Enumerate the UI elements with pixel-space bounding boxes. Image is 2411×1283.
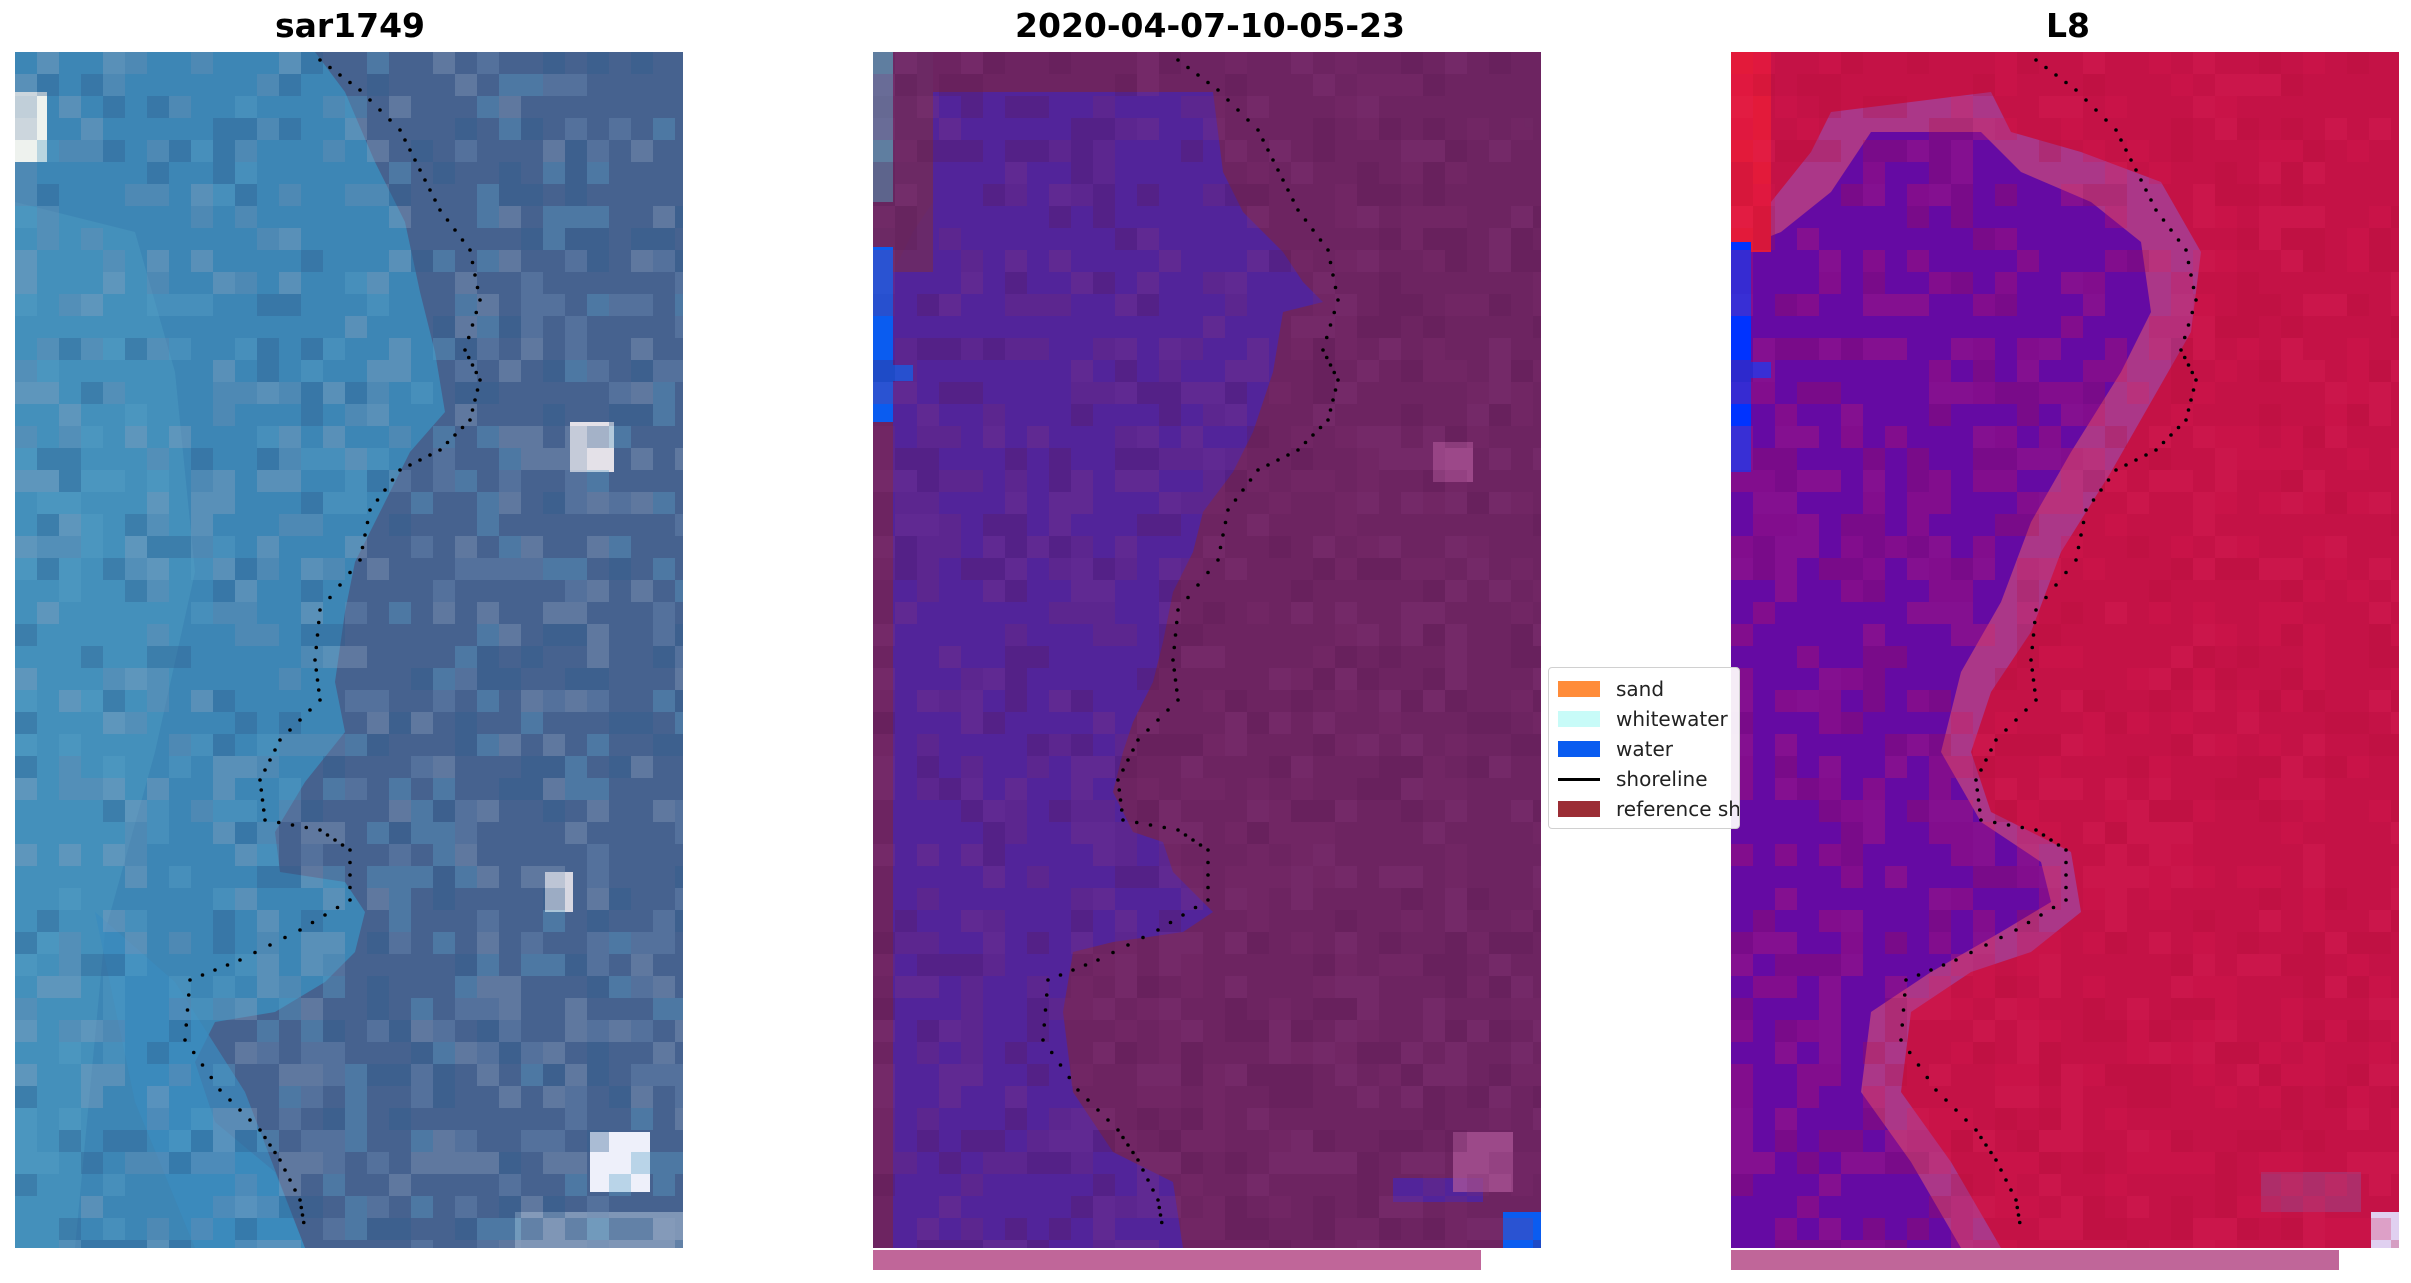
bottom-strip (1731, 1250, 2339, 1270)
legend-item-sand: sand (1558, 677, 1664, 701)
legend: sand whitewater water shoreline referenc… (1548, 667, 1740, 829)
water-swatch (1558, 741, 1600, 757)
mndwi-image (1731, 52, 2399, 1248)
legend-item-water: water (1558, 737, 1673, 761)
legend-label: sand (1616, 677, 1665, 701)
legend-item-reference-buffer: reference shoreline buffer (1558, 797, 1740, 821)
legend-label: water (1616, 737, 1673, 761)
panel-title: 2020-04-07-10-05-23 (1015, 6, 1405, 45)
legend-item-shoreline: shoreline (1558, 767, 1708, 791)
legend-label: whitewater (1616, 707, 1728, 731)
legend-label: reference shoreline buffer (1616, 797, 1740, 821)
panel-title: sar1749 (274, 6, 426, 45)
whitewater-swatch (1558, 711, 1600, 727)
legend-item-whitewater: whitewater (1558, 707, 1728, 731)
classified-image (873, 52, 1541, 1248)
panel-title: L8 (2046, 6, 2090, 45)
shoreline-line-icon (1558, 777, 1600, 781)
reference-buffer-swatch (1558, 801, 1600, 817)
bottom-strip (873, 1250, 1481, 1270)
legend-label: shoreline (1616, 767, 1708, 791)
sand-swatch (1558, 681, 1600, 697)
rgb-satellite-image (15, 52, 683, 1248)
